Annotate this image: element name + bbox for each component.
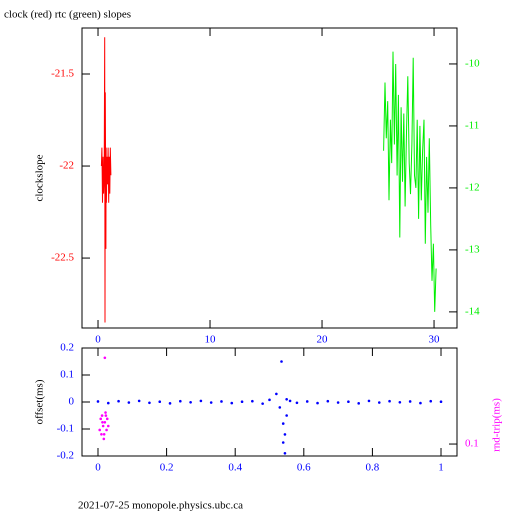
data-point: [104, 411, 107, 414]
data-point: [285, 414, 288, 417]
x-tick-label: 0: [95, 462, 101, 474]
data-point: [179, 399, 182, 403]
data-point: [98, 428, 102, 432]
data-point: [280, 360, 283, 363]
y-tick-label: 0.2: [60, 342, 74, 354]
chart-title: clock (red) rtc (green) slopes: [4, 9, 131, 21]
y-tick-label: -22.5: [51, 252, 74, 264]
data-line: [100, 37, 112, 323]
y2-tick-label: -13: [465, 243, 480, 255]
data-point: [240, 400, 244, 404]
footer: 2021-07-25 monopole.physics.ubc.ca: [78, 500, 243, 512]
y-tick-label: 0.1: [60, 369, 74, 381]
y2-tick-label: -11: [465, 119, 479, 131]
x-tick-label: 0.4: [228, 462, 242, 474]
x-tick-label: 10: [205, 334, 217, 346]
y-tick-label: -0.2: [57, 450, 74, 462]
data-point: [100, 414, 104, 417]
data-point: [419, 401, 422, 405]
x-tick-label: 0.2: [160, 462, 174, 474]
data-point: [103, 356, 107, 360]
data-point: [285, 398, 288, 401]
data-point: [230, 401, 234, 405]
data-point: [408, 400, 412, 403]
data-point: [100, 432, 103, 436]
y2-tick-label: -10: [465, 57, 480, 69]
data-point: [106, 401, 110, 405]
data-point: [158, 400, 162, 404]
data-point: [101, 421, 104, 424]
data-point: [137, 399, 141, 403]
data-point: [117, 399, 120, 403]
data-point: [398, 400, 402, 404]
y-axis-label: clockslope: [34, 154, 46, 201]
x-tick-label: 0.8: [366, 462, 380, 474]
y2-tick-label: 0.1: [465, 438, 479, 450]
data-point: [148, 401, 151, 405]
x-tick-label: 0.6: [297, 462, 311, 474]
data-point: [209, 401, 213, 404]
data-point: [326, 399, 330, 403]
data-point: [101, 424, 105, 428]
data-point: [377, 401, 381, 404]
data-point: [104, 414, 108, 417]
y-axis-label: offset(ms): [34, 379, 46, 424]
data-point: [305, 400, 309, 403]
plot-frame: [81, 27, 458, 329]
data-point: [96, 400, 100, 403]
data-point: [168, 402, 172, 405]
data-point: [278, 406, 282, 409]
data-point: [283, 433, 287, 436]
data-point: [220, 400, 223, 403]
data-point: [288, 399, 292, 403]
y2-axis-label: rnd-trip(ms): [491, 398, 503, 452]
y-tick-label: -0.1: [57, 423, 74, 435]
data-point: [105, 428, 108, 432]
data-point: [283, 452, 287, 455]
data-point: [281, 441, 285, 444]
data-point: [429, 399, 433, 403]
data-point: [261, 402, 264, 405]
y2-tick-label: -14: [465, 305, 480, 317]
data-point: [347, 400, 350, 404]
data-point: [102, 437, 106, 441]
data-point: [357, 402, 360, 405]
data-point: [127, 401, 131, 404]
data-point: [336, 401, 340, 404]
data-point: [105, 417, 109, 421]
data-point: [106, 424, 110, 428]
data-point: [99, 417, 103, 421]
data-point: [275, 392, 278, 396]
data-point: [295, 401, 299, 405]
data-point: [103, 421, 107, 424]
data-line: [383, 51, 437, 312]
y-tick-label: 0: [69, 396, 75, 408]
data-point: [367, 399, 371, 403]
data-point: [316, 401, 319, 405]
x-tick-label: 1: [438, 462, 444, 474]
data-point: [281, 422, 285, 425]
data-point: [199, 399, 203, 403]
data-point: [388, 399, 391, 403]
y2-tick-label: -12: [465, 181, 480, 193]
data-point: [189, 400, 192, 404]
data-point: [439, 400, 443, 404]
data-point: [251, 399, 254, 403]
x-tick-label: 0: [95, 334, 101, 346]
x-tick-label: 20: [317, 334, 329, 346]
y-tick-label: -22: [59, 160, 74, 172]
data-point: [102, 432, 106, 436]
data-point: [268, 398, 271, 402]
x-tick-label: 30: [429, 334, 441, 346]
y-tick-label: -21.5: [51, 68, 74, 80]
